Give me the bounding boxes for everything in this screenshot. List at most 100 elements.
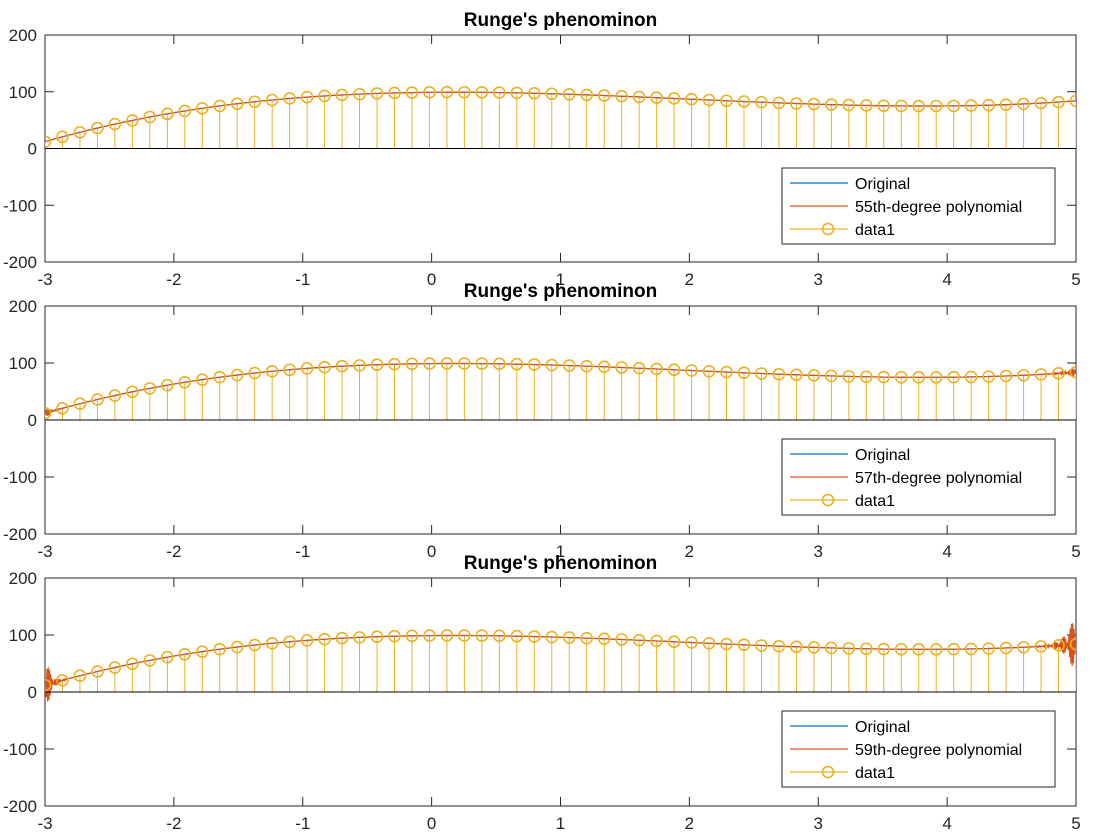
stem-marker bbox=[912, 643, 926, 656]
stem-marker bbox=[720, 365, 733, 379]
stem-marker bbox=[458, 357, 471, 370]
chart-title: Runge's phenominon bbox=[464, 10, 657, 31]
stem-marker bbox=[667, 635, 681, 649]
stem-marker bbox=[440, 357, 454, 370]
stem-marker bbox=[650, 634, 663, 648]
stem-marker bbox=[755, 639, 768, 652]
stem-marker bbox=[650, 91, 663, 104]
stem-marker bbox=[964, 370, 978, 384]
stem-marker bbox=[143, 654, 157, 667]
stem-marker bbox=[1069, 365, 1076, 379]
stem-marker bbox=[458, 629, 471, 642]
stem-marker bbox=[562, 631, 576, 644]
stem-marker bbox=[440, 629, 454, 642]
stem-marker bbox=[510, 629, 524, 643]
stem-marker bbox=[230, 368, 244, 382]
stem-marker bbox=[737, 638, 751, 652]
stem-marker bbox=[772, 367, 786, 381]
x-tick-label: -1 bbox=[295, 542, 310, 561]
stem-marker bbox=[248, 95, 261, 109]
stem-marker bbox=[964, 99, 978, 112]
stem-marker bbox=[860, 99, 873, 112]
stem-marker bbox=[178, 104, 192, 118]
stem-marker bbox=[562, 87, 576, 101]
stem-marker bbox=[964, 642, 978, 656]
stem-marker bbox=[982, 98, 995, 112]
stem-marker bbox=[388, 357, 401, 371]
stem-marker bbox=[126, 114, 139, 127]
stem-marker bbox=[73, 397, 87, 411]
stem-marker bbox=[1052, 639, 1065, 652]
stem-marker bbox=[143, 382, 157, 395]
stem-marker bbox=[929, 99, 943, 113]
stem-marker bbox=[91, 665, 104, 678]
stem-marker bbox=[615, 89, 628, 103]
subplot-2: -3 -2 -1 0 1 2 3 4 5 200 100 0 -100 -200 Runge's pheno… bbox=[3, 281, 1081, 561]
stem-marker bbox=[667, 363, 681, 377]
stem-marker bbox=[73, 669, 87, 683]
stem-marker bbox=[527, 630, 541, 643]
stem-marker bbox=[650, 362, 663, 376]
stem-marker bbox=[45, 678, 52, 692]
stem-marker bbox=[597, 632, 611, 646]
stem-marker bbox=[458, 85, 471, 99]
stem-marker bbox=[877, 99, 891, 113]
stem-marker bbox=[894, 370, 908, 384]
stem-marker bbox=[126, 657, 139, 671]
stem-marker bbox=[45, 406, 52, 420]
stem-marker bbox=[1052, 367, 1065, 380]
stem-marker bbox=[161, 107, 174, 121]
stem-marker bbox=[56, 673, 69, 687]
y-tick-label: -100 bbox=[3, 196, 37, 215]
stem-marker bbox=[213, 370, 227, 384]
x-tick-label: 3 bbox=[814, 814, 823, 833]
x-tick-label: 2 bbox=[685, 814, 694, 833]
stem-marker bbox=[161, 650, 174, 664]
legend-label: 59th-degree polynomial bbox=[855, 742, 1022, 759]
stem-marker bbox=[807, 97, 821, 111]
stem-marker bbox=[999, 98, 1013, 111]
x-tick-label: 0 bbox=[427, 542, 436, 561]
x-tick-label: 5 bbox=[1071, 270, 1080, 289]
x-tick-label: 0 bbox=[427, 270, 436, 289]
stem-marker bbox=[108, 117, 122, 131]
stem-marker bbox=[178, 376, 192, 389]
stem-marker bbox=[405, 86, 419, 99]
x-tick-label: 3 bbox=[814, 270, 823, 289]
stem-marker bbox=[91, 121, 104, 135]
stem-marker bbox=[1034, 368, 1048, 381]
stem-marker bbox=[178, 648, 192, 661]
stem-marker bbox=[265, 636, 279, 650]
legend-marker bbox=[821, 765, 835, 779]
stem-marker bbox=[580, 631, 594, 645]
stem-marker bbox=[475, 86, 489, 99]
x-tick-label: 3 bbox=[814, 542, 823, 561]
legend: Original 57th-degree polynomial data1 bbox=[781, 438, 1056, 516]
stem-marker bbox=[545, 87, 559, 101]
stem-marker bbox=[108, 661, 122, 674]
stem-marker bbox=[790, 640, 803, 654]
stem-marker bbox=[370, 358, 384, 372]
series-polynomial bbox=[45, 362, 1076, 416]
stem-marker bbox=[772, 639, 786, 653]
stem-marker bbox=[545, 358, 559, 372]
stem-marker bbox=[195, 373, 209, 386]
stem-marker bbox=[597, 360, 611, 374]
stem-marker bbox=[510, 357, 524, 371]
y-tick-label: 200 bbox=[9, 26, 37, 45]
stem-marker bbox=[615, 361, 628, 374]
stem-marker bbox=[423, 629, 436, 642]
plot-area bbox=[45, 357, 1076, 420]
legend-marker bbox=[821, 493, 835, 507]
stem-marker bbox=[860, 642, 873, 656]
stem-marker bbox=[842, 98, 856, 112]
stem-marker bbox=[248, 366, 261, 380]
stem-marker bbox=[982, 642, 995, 655]
stem-marker bbox=[737, 95, 751, 108]
stem-marker bbox=[45, 135, 52, 148]
stem-marker bbox=[283, 92, 296, 105]
plot-area bbox=[45, 85, 1076, 149]
stem-marker bbox=[807, 369, 821, 382]
stem-marker bbox=[685, 92, 698, 106]
